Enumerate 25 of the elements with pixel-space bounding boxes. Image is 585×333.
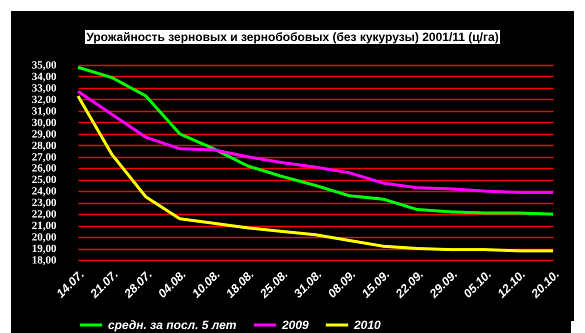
y-tick-label: 23,00 (32, 197, 57, 210)
y-tick-label: 26,00 (32, 162, 57, 175)
line-series (76, 94, 554, 252)
y-tick-label: 19,00 (32, 243, 57, 256)
y-tick-label: 25,00 (32, 174, 57, 186)
y-tick-label: 31,00 (32, 105, 57, 118)
y-tick-label: 18,00 (32, 254, 57, 266)
legend-label: средн. за посл. 5 лет (108, 318, 237, 332)
y-tick-label: 20,00 (32, 232, 57, 244)
y-tick-label: 33,00 (32, 82, 57, 94)
y-tick-label: 28,00 (32, 140, 57, 152)
y-tick-label: 29,00 (32, 128, 57, 140)
y-tick-label: 32,00 (32, 94, 57, 106)
chart-title: Урожайность зерновых и зернобобовых (без кукурузы) 2001/11 (ц/га) (85, 30, 500, 44)
y-tick-label: 35,00 (32, 60, 57, 72)
y-tick-label: 27,00 (32, 151, 57, 164)
y-tick-label: 21,00 (32, 220, 57, 232)
line-series (76, 66, 554, 216)
y-tick-label: 22,00 (32, 208, 57, 221)
y-tick-label: 34,00 (32, 70, 57, 83)
line-series (76, 90, 554, 194)
legend-label: 2009 (281, 318, 310, 332)
legend-label: 2010 (353, 318, 382, 332)
y-tick-label: 24,00 (32, 186, 57, 198)
y-tick-label: 30,00 (32, 116, 57, 129)
